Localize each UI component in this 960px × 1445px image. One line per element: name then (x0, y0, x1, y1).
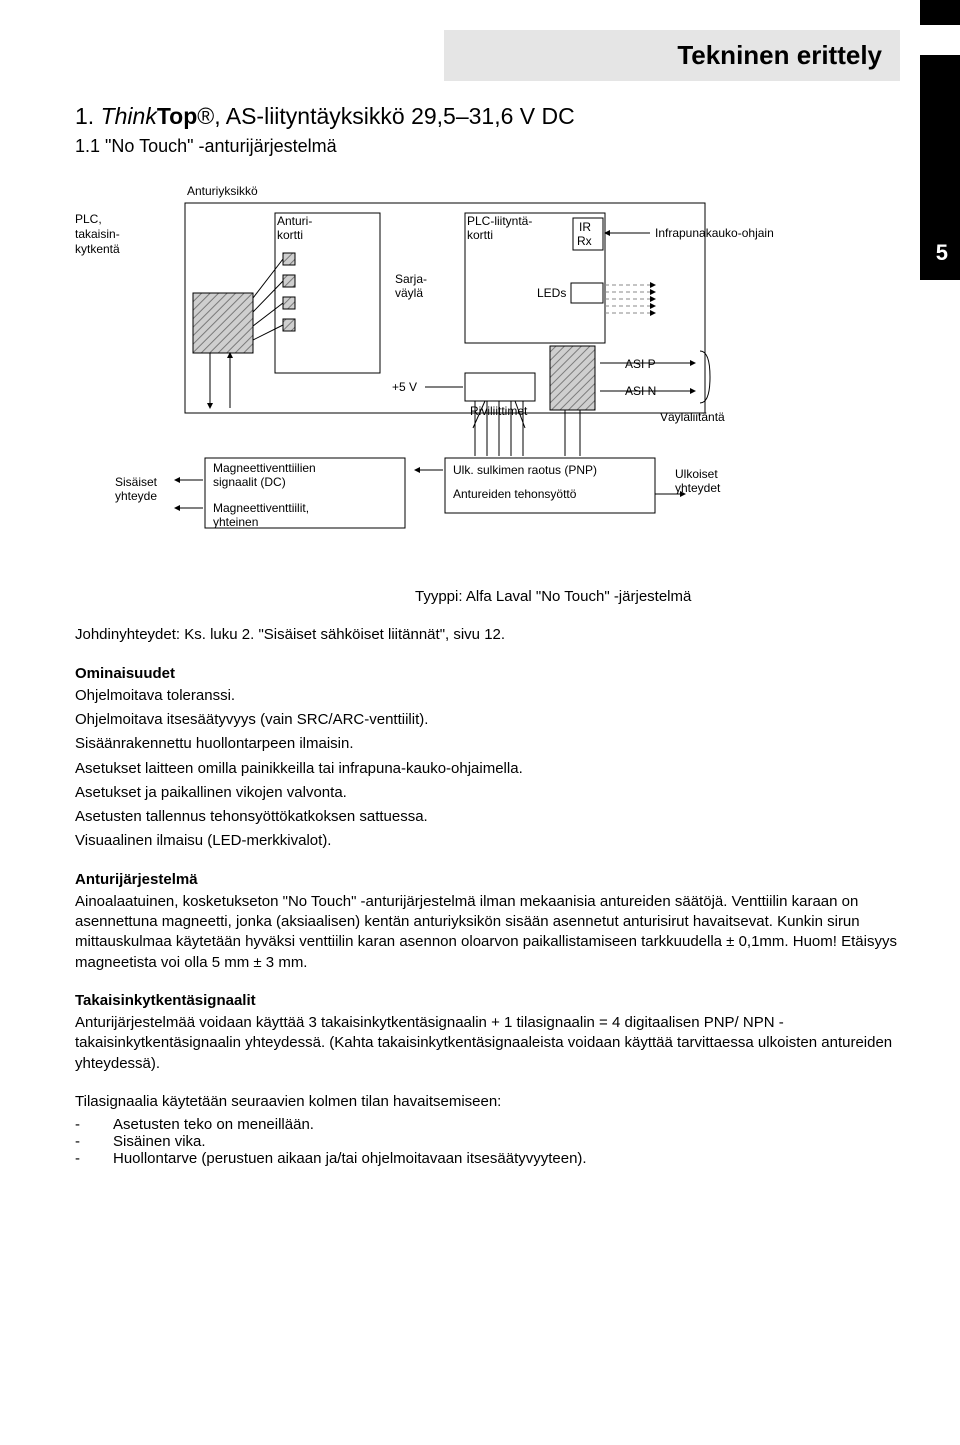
svg-text:Sisäiset: Sisäiset (115, 475, 158, 489)
svg-text:Antureiden tehonsyöttö: Antureiden tehonsyöttö (453, 487, 577, 501)
svg-text:Ulk. sulkimen raotus (PNP): Ulk. sulkimen raotus (PNP) (453, 463, 597, 477)
svg-text:IR: IR (579, 220, 591, 234)
svg-text:Sarja-: Sarja- (395, 272, 427, 286)
feedback-block: Takaisinkytkentäsignaalit Anturijärjeste… (75, 991, 900, 1074)
status-text: Sisäinen vika. (113, 1133, 206, 1150)
feedback-heading: Takaisinkytkentäsignaalit (75, 991, 900, 1011)
status-block: Tilasignaalia käytetään seuraavien kolme… (75, 1092, 900, 1167)
svg-text:signaalit (DC): signaalit (DC) (213, 475, 286, 489)
feature-line: Asetusten tallennus tehonsyöttökatkoksen… (75, 807, 900, 827)
block-diagram: Anturiyksikkö PLC,takaisin-kytkentä Anturi… (75, 173, 900, 577)
svg-text:Magneettiventtiilit,: Magneettiventtiilit, (213, 501, 309, 515)
features-heading: Ominaisuudet (75, 664, 900, 684)
sensor-heading: Anturijärjestelmä (75, 870, 900, 890)
section-italic: Think (101, 103, 157, 129)
svg-text:Rx: Rx (577, 234, 592, 248)
svg-text:Väyläliitäntä: Väyläliitäntä (660, 410, 725, 424)
status-item: -Huollontarve (perustuen aikaan ja/tai o… (75, 1150, 900, 1167)
svg-text:Ulkoiset: Ulkoiset (675, 467, 718, 481)
status-item: -Asetusten teko on meneillään. (75, 1116, 900, 1133)
type-line: Tyyppi: Alfa Laval "No Touch" -järjestel… (415, 587, 900, 607)
svg-text:kortti: kortti (277, 228, 303, 242)
svg-text:kytkentä: kytkentä (75, 242, 120, 256)
svg-text:yhteydet: yhteydet (675, 481, 721, 495)
svg-text:kortti: kortti (467, 228, 493, 242)
svg-text:Magneettiventtiilien: Magneettiventtiilien (213, 461, 316, 475)
chapter-number: 5 (936, 240, 948, 266)
diagram-svg: Anturiyksikkö PLC,takaisin-kytkentä Anturi… (75, 173, 815, 573)
sensor-system-block: Anturijärjestelmä Ainoalaatuinen, kosket… (75, 870, 900, 973)
feature-line: Ohjelmoitava itsesäätyvyys (vain SRC/ARC… (75, 710, 900, 730)
svg-text:LEDs: LEDs (537, 286, 566, 300)
feature-line: Sisäänrakennettu huollontarpeen ilmaisin… (75, 734, 900, 754)
status-intro: Tilasignaalia käytetään seuraavien kolme… (75, 1092, 900, 1112)
section-reg: ® (197, 103, 214, 129)
svg-text:PLC,: PLC, (75, 212, 102, 226)
sensor-paragraph: Ainoalaatuinen, kosketukseton "No Touch"… (75, 892, 900, 973)
feature-line: Visuaalinen ilmaisu (LED-merkkivalot). (75, 831, 900, 851)
title-bar: Tekninen erittely (444, 30, 900, 81)
section-rest: , AS-liityntäyksikkö 29,5–31,6 V DC (214, 103, 575, 129)
svg-text:yhteyde: yhteyde (115, 489, 157, 503)
features-block: Ominaisuudet Ohjelmoitava toleranssi. Oh… (75, 664, 900, 852)
status-text: Asetusten teko on meneillään. (113, 1116, 314, 1133)
subsection-heading: 1.1 "No Touch" -anturijärjestelmä (75, 136, 900, 157)
svg-text:ASI P: ASI P (625, 357, 656, 371)
subsection-text: "No Touch" -anturijärjestelmä (105, 136, 337, 156)
feature-line: Asetukset laitteen omilla painikkeilla t… (75, 759, 900, 779)
svg-text:väylä: väylä (395, 286, 423, 300)
svg-text:Anturi-: Anturi- (277, 214, 312, 228)
svg-text:+5 V: +5 V (392, 380, 417, 394)
status-text: Huollontarve (perustuen aikaan ja/tai oh… (113, 1150, 587, 1167)
svg-text:yhteinen: yhteinen (213, 515, 258, 529)
svg-text:Anturiyksikkö: Anturiyksikkö (187, 184, 258, 198)
feature-line: Ohjelmoitava toleranssi. (75, 686, 900, 706)
section-heading: 1. ThinkTop®, AS-liityntäyksikkö 29,5–31… (75, 103, 900, 130)
svg-text:PLC-liityntä-: PLC-liityntä- (467, 214, 532, 228)
feature-line: Asetukset ja paikallinen vikojen valvont… (75, 783, 900, 803)
subsection-num: 1.1 (75, 136, 100, 156)
section-bold: Top (157, 103, 197, 129)
status-item: -Sisäinen vika. (75, 1133, 900, 1150)
page: 5 Tekninen erittely 1. ThinkTop®, AS-lii… (0, 0, 960, 1225)
feedback-paragraph: Anturijärjestelmää voidaan käyttää 3 tak… (75, 1013, 900, 1074)
corner-marker (920, 0, 960, 25)
page-title: Tekninen erittely (462, 40, 882, 71)
svg-text:takaisin-: takaisin- (75, 227, 120, 241)
section-num: 1. (75, 103, 94, 129)
svg-text:Infrapunakauko-ohjain: Infrapunakauko-ohjain (655, 226, 774, 240)
connection-line: Johdinyhteydet: Ks. luku 2. "Sisäiset sä… (75, 625, 900, 645)
